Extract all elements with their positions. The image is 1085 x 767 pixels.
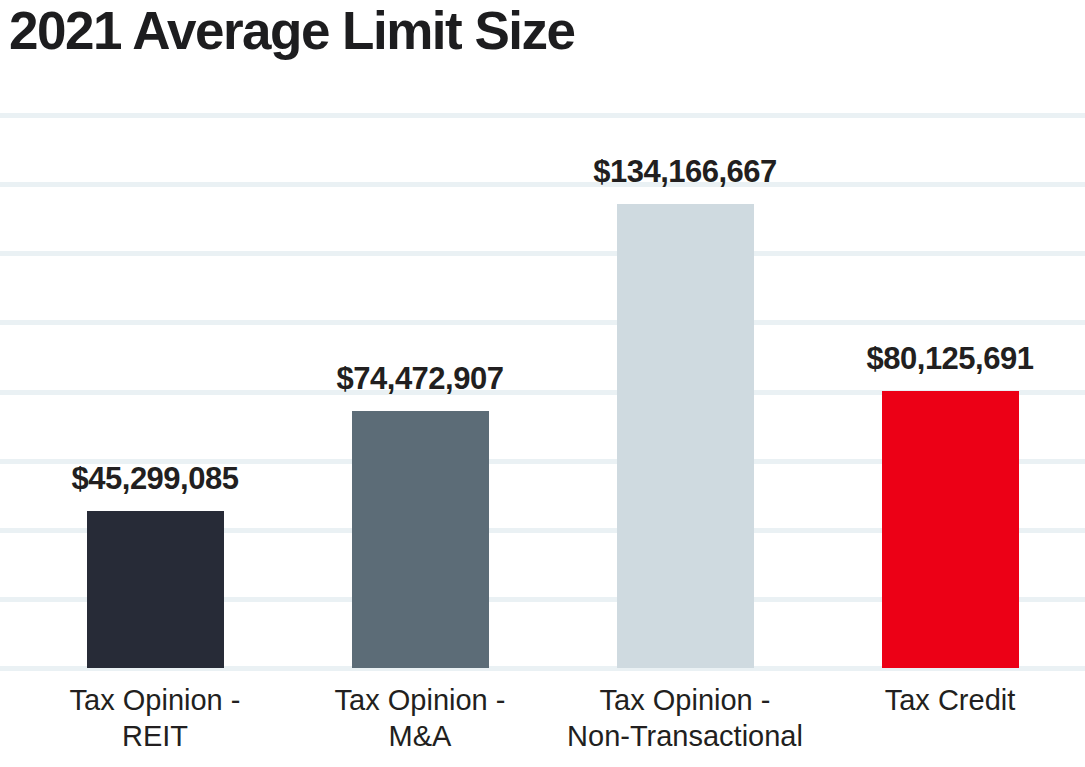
category-label-tax-credit: Tax Credit: [790, 682, 1085, 718]
bar-tax-opinion-ma: [352, 411, 489, 668]
plot-area: $45,299,085 $74,472,907 $134,166,667 $80,12…: [0, 115, 1085, 668]
category-label-line: Tax Opinion -: [335, 684, 506, 716]
x-axis-labels: Tax Opinion - REIT Tax Opinion - M&A Tax Opi…: [0, 682, 1085, 767]
category-label-line: Tax Opinion -: [70, 684, 241, 716]
chart-title: 2021 Average Limit Size: [9, 0, 574, 62]
bar-tax-opinion-non-transactional: [617, 204, 754, 668]
category-label-line: Non-Transactional: [567, 720, 803, 752]
bar-chart: 2021 Average Limit Size $45,299,085 $74,4…: [0, 0, 1085, 767]
gridline-120000000: [0, 251, 1085, 256]
bar-tax-credit: [882, 391, 1019, 668]
gridline-140000000: [0, 182, 1085, 187]
value-label-tax-credit: $80,125,691: [867, 341, 1034, 377]
category-label-line: Tax Credit: [885, 684, 1016, 716]
category-label-line: REIT: [122, 720, 188, 752]
gridline-160000000: [0, 113, 1085, 118]
category-label-line: Tax Opinion -: [600, 684, 771, 716]
gridline-100000000: [0, 320, 1085, 325]
value-label-tax-opinion-reit: $45,299,085: [72, 461, 239, 497]
value-label-tax-opinion-ma: $74,472,907: [337, 361, 504, 397]
category-label-line: M&A: [389, 720, 452, 752]
value-label-tax-opinion-non-transactional: $134,166,667: [593, 154, 777, 190]
bar-tax-opinion-reit: [87, 511, 224, 668]
